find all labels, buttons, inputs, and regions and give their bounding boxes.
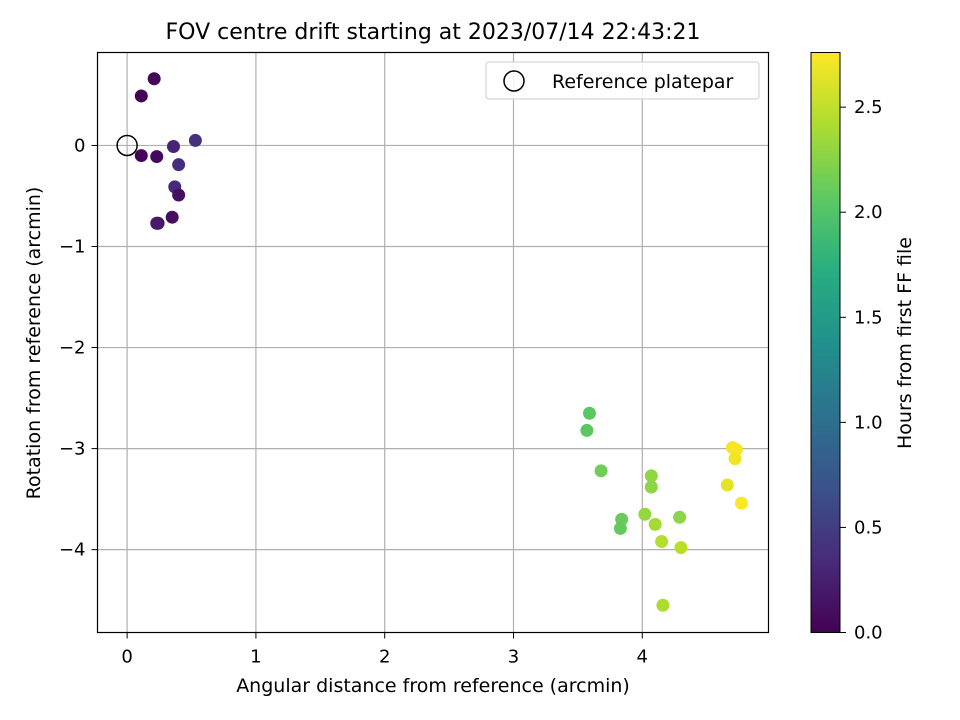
data-point — [674, 541, 688, 555]
data-point — [172, 158, 186, 172]
legend-box — [485, 61, 760, 100]
plot-area-frame — [96, 51, 770, 634]
data-point — [580, 423, 594, 437]
colorbar-tick-label: 1.0 — [854, 412, 883, 433]
x-tick-label: 2 — [379, 647, 390, 668]
data-point — [655, 535, 669, 549]
data-point — [644, 480, 658, 494]
data-point — [134, 149, 148, 163]
data-point — [150, 216, 164, 230]
data-point — [165, 210, 179, 224]
data-point — [582, 406, 596, 420]
data-point — [613, 521, 627, 535]
reference-platepar-marker — [116, 134, 138, 157]
x-tick-label: 4 — [637, 647, 648, 668]
data-point — [656, 598, 670, 612]
y-tick-label: −1 — [59, 237, 86, 258]
data-point — [638, 507, 652, 521]
y-axis-label: Rotation from reference (arcmin) — [23, 187, 45, 500]
data-point — [134, 89, 148, 103]
colorbar-ticks: 0.0 0.5 1.0 1.5 2.0 2.5 — [840, 97, 883, 644]
data-point — [150, 150, 164, 164]
data-point — [166, 139, 180, 153]
legend-marker — [503, 70, 525, 92]
legend-label: Reference platepar — [552, 71, 734, 93]
colorbar-tick-label: 2.0 — [854, 202, 883, 223]
x-tick-label: 0 — [121, 647, 132, 668]
colorbar: 0.0 0.5 1.0 1.5 2.0 2.5 Hours from first FF f… — [810, 52, 916, 644]
x-tick-label: 3 — [508, 647, 519, 668]
colorbar-tick-label: 0.0 — [854, 623, 883, 644]
y-ticks: 0 −1 −2 −3 −4 — [59, 135, 98, 561]
chart-title: FOV centre drift starting at 2023/07/14 … — [166, 20, 701, 45]
colorbar-tick-label: 0.5 — [854, 517, 883, 538]
data-point — [728, 452, 742, 466]
reference-marker — [116, 134, 138, 157]
data-point — [648, 517, 662, 531]
y-tick-label: −3 — [59, 439, 86, 460]
y-tick-label: −4 — [59, 540, 86, 561]
data-point — [172, 188, 186, 202]
y-tick-label: 0 — [74, 135, 85, 156]
colorbar-gradient — [810, 52, 841, 633]
x-axis-label: Angular distance from reference (arcmin) — [236, 675, 630, 697]
data-points — [134, 72, 748, 612]
colorbar-tick-label: 1.5 — [854, 307, 883, 328]
y-tick-label: −2 — [59, 338, 86, 359]
legend: Reference platepar — [485, 61, 760, 100]
data-point — [734, 496, 748, 510]
colorbar-label: Hours from first FF file — [894, 237, 916, 449]
data-point — [188, 133, 202, 147]
data-point — [673, 510, 687, 524]
grid-lines — [97, 52, 769, 633]
x-tick-label: 1 — [250, 647, 261, 668]
colorbar-tick-label: 2.5 — [854, 97, 883, 118]
data-point — [594, 464, 608, 478]
data-point — [147, 72, 161, 86]
data-point — [720, 478, 734, 492]
data-point — [644, 469, 658, 483]
x-ticks: 0 1 2 3 4 — [121, 632, 648, 668]
